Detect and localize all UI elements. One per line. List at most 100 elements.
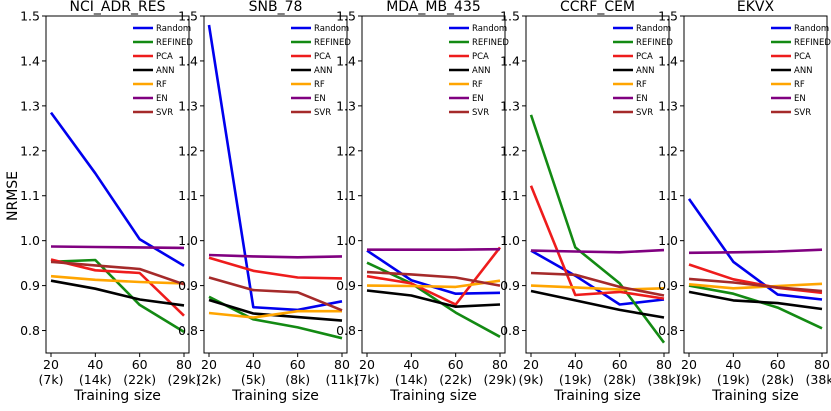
x-tick-label: 20 bbox=[681, 357, 697, 372]
x-tick-label: 20 bbox=[43, 357, 59, 372]
y-tick-label: 0.8 bbox=[336, 323, 356, 338]
x-tick-sublabel: (14k) bbox=[395, 372, 428, 387]
legend-label-pca: PCA bbox=[472, 52, 489, 62]
x-tick-label: 40 bbox=[403, 357, 419, 372]
x-tick-sublabel: (38k) bbox=[648, 372, 681, 387]
legend-label-random: Random bbox=[636, 24, 671, 34]
x-tick-sublabel: (9k) bbox=[677, 372, 702, 387]
series-line-pca bbox=[529, 185, 665, 300]
y-tick-label: 1.2 bbox=[500, 143, 520, 158]
y-tick-label: 1.1 bbox=[20, 188, 40, 203]
y-tick-label: 1.2 bbox=[336, 143, 356, 158]
legend-label-pca: PCA bbox=[636, 52, 653, 62]
legend-label-en: EN bbox=[794, 94, 806, 104]
series-line-svr bbox=[688, 277, 823, 293]
series-line-rf bbox=[208, 309, 342, 319]
x-tick-label: 60 bbox=[290, 357, 306, 372]
legend-label-random: Random bbox=[156, 24, 191, 34]
y-tick-label: 1.5 bbox=[658, 9, 678, 24]
series-line-svr bbox=[208, 276, 343, 312]
series-line-svr bbox=[530, 271, 665, 297]
x-tick-sublabel: (19k) bbox=[559, 372, 592, 387]
x-tick-sublabel: (5k) bbox=[241, 372, 266, 387]
legend-label-en: EN bbox=[156, 94, 168, 104]
legend-label-refined: REFINED bbox=[156, 38, 193, 48]
panel-snb-78: SNB_78 0.8 0.9 1.0 1.1 1.2 1.3 1.4 1.5 20(2k) 40(5… bbox=[178, 0, 358, 404]
series-line-en bbox=[530, 248, 665, 254]
x-tick-sublabel: (2k) bbox=[197, 372, 222, 387]
x-tick-sublabel: (22k) bbox=[439, 372, 472, 387]
x-tick-label: 60 bbox=[770, 357, 786, 372]
legend-label-rf: RF bbox=[156, 80, 167, 90]
x-tick-label: 40 bbox=[87, 357, 103, 372]
plot-frame bbox=[525, 15, 670, 354]
legend-label-svr: SVR bbox=[314, 108, 331, 118]
y-tick-label: 1.5 bbox=[500, 9, 520, 24]
legend-label-svr: SVR bbox=[794, 108, 811, 118]
legend-label-ann: ANN bbox=[472, 66, 491, 76]
series-line-rf bbox=[688, 282, 823, 290]
series-line-random bbox=[49, 111, 185, 267]
y-tick-label: 1.3 bbox=[658, 98, 678, 113]
y-tick-label: 1.2 bbox=[20, 143, 40, 158]
y-tick-label: 0.9 bbox=[500, 278, 520, 293]
x-tick-label: 60 bbox=[448, 357, 464, 372]
x-tick-label: 80 bbox=[814, 357, 830, 372]
series-line-ann bbox=[688, 290, 823, 311]
legend-label-random: Random bbox=[794, 24, 829, 34]
x-axis-label: Training size bbox=[389, 388, 477, 404]
y-tick-label: 1.0 bbox=[336, 233, 356, 248]
legend-label-rf: RF bbox=[472, 80, 483, 90]
x-tick-label: 40 bbox=[567, 357, 583, 372]
panel-title: NCI_ADR_RES bbox=[70, 0, 166, 15]
x-tick-sublabel: (28k) bbox=[761, 372, 794, 387]
x-tick-sublabel: (11k) bbox=[326, 372, 359, 387]
y-tick-label: 1.1 bbox=[658, 188, 678, 203]
y-tick-label: 0.9 bbox=[658, 278, 678, 293]
panel-title: CCRF_CEM bbox=[560, 0, 635, 15]
panel-ccrf-cem: CCRF_CEM 0.8 0.9 1.0 1.1 1.2 1.3 1.4 1.5 20(9k) 40… bbox=[500, 0, 680, 404]
x-tick-sublabel: (8k) bbox=[285, 372, 310, 387]
y-tick-label: 1.3 bbox=[336, 98, 356, 113]
y-tick-label: 1.0 bbox=[500, 233, 520, 248]
series-line-refined bbox=[50, 258, 185, 334]
legend-label-random: Random bbox=[472, 24, 507, 34]
legend-label-pca: PCA bbox=[794, 52, 811, 62]
x-axis-label: Training size bbox=[73, 388, 161, 404]
y-tick-label: 1.0 bbox=[658, 233, 678, 248]
y-tick-label: 1.1 bbox=[500, 188, 520, 203]
series-line-random bbox=[687, 198, 823, 301]
y-tick-label: 1.5 bbox=[20, 9, 40, 24]
x-tick-sublabel: (7k) bbox=[39, 372, 64, 387]
series-line-svr bbox=[50, 260, 185, 286]
legend-label-refined: REFINED bbox=[472, 38, 509, 48]
series-line-svr bbox=[366, 270, 501, 287]
series-line-random bbox=[530, 249, 665, 306]
y-tick-label: 1.5 bbox=[336, 9, 356, 24]
x-tick-label: 40 bbox=[725, 357, 741, 372]
y-tick-label: 1.0 bbox=[20, 233, 40, 248]
y-tick-label: 0.8 bbox=[20, 323, 40, 338]
legend-label-svr: SVR bbox=[156, 108, 173, 118]
series-line-pca bbox=[366, 246, 502, 306]
legend-label-refined: REFINED bbox=[794, 38, 831, 48]
legend-label-ann: ANN bbox=[314, 66, 333, 76]
y-tick-label: 1.0 bbox=[178, 233, 198, 248]
legend-label-svr: SVR bbox=[636, 108, 653, 118]
legend-label-rf: RF bbox=[314, 80, 325, 90]
x-axis-label: Training size bbox=[553, 388, 641, 404]
panel-title: SNB_78 bbox=[249, 0, 303, 15]
y-tick-label: 0.9 bbox=[336, 278, 356, 293]
x-axis-label: Training size bbox=[711, 388, 799, 404]
legend-label-ann: ANN bbox=[794, 66, 813, 76]
y-tick-label: 0.9 bbox=[178, 278, 198, 293]
x-tick-label: 60 bbox=[132, 357, 148, 372]
y-tick-label: 1.2 bbox=[658, 143, 678, 158]
panel-title: EKVX bbox=[737, 0, 775, 15]
y-tick-label: 1.4 bbox=[500, 53, 520, 68]
legend-label-ann: ANN bbox=[636, 66, 655, 76]
y-tick-label: 0.9 bbox=[20, 278, 40, 293]
x-tick-label: 20 bbox=[523, 357, 539, 372]
x-tick-label: 80 bbox=[492, 357, 508, 372]
